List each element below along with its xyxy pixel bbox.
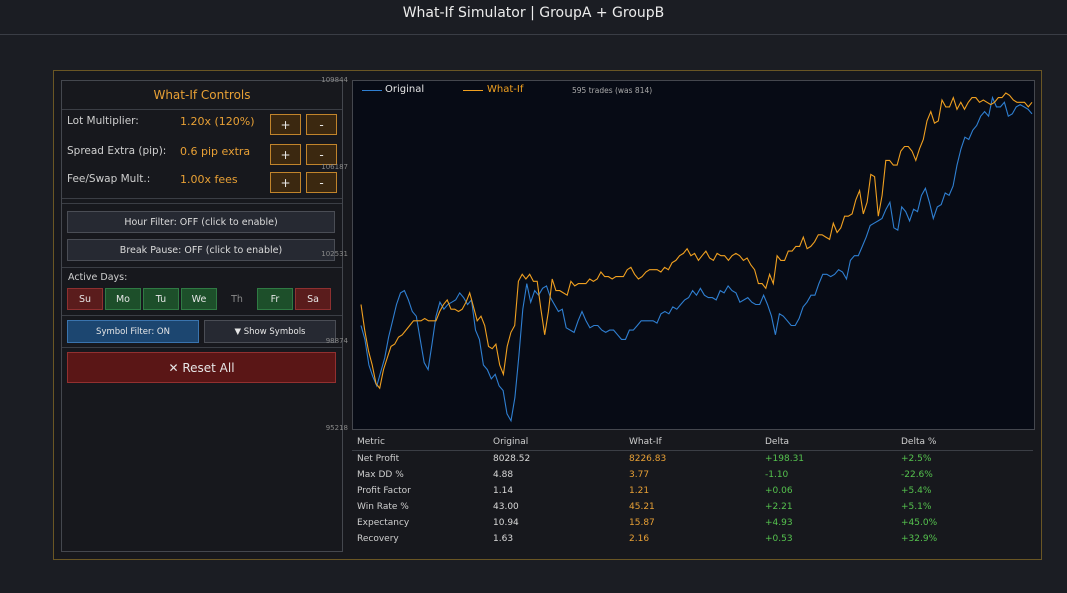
equity-chart-svg	[360, 92, 1033, 423]
controls-panel: What-If Controls Lot Multiplier: 1.20x (…	[61, 80, 343, 552]
metric-name: Win Rate %	[357, 502, 409, 512]
spread-extra-value: 0.6 pip extra	[180, 145, 251, 158]
header-delta: Delta	[765, 437, 790, 447]
lot-multiplier-value: 1.20x (120%)	[180, 115, 255, 128]
series-line-original	[360, 95, 1033, 423]
spread-minus-button[interactable]: -	[306, 144, 337, 165]
lot-multiplier-label: Lot Multiplier:	[67, 115, 139, 127]
original-value: 10.94	[493, 518, 519, 528]
metric-name: Expectancy	[357, 518, 410, 528]
original-value: 4.88	[493, 470, 514, 480]
header-whatif: What-If	[629, 437, 662, 447]
table-row: Net Profit 8028.52 8226.83 +198.31 +2.5%	[352, 451, 1033, 467]
header-divider	[352, 450, 1033, 451]
y-tick-label: 106187	[321, 163, 348, 171]
y-tick-label: 98874	[325, 337, 348, 345]
delta-value: +0.53	[765, 534, 793, 544]
active-days-label: Active Days:	[68, 272, 128, 283]
delta-value: -1.10	[765, 470, 789, 480]
original-value: 8028.52	[493, 454, 531, 464]
trades-annotation: 595 trades (was 814)	[572, 86, 653, 95]
table-row: Recovery 1.63 2.16 +0.53 +32.9%	[352, 531, 1033, 547]
whatif-value: 1.21	[629, 486, 650, 496]
divider	[62, 198, 342, 199]
whatif-value: 3.77	[629, 470, 650, 480]
day-toggle-tu[interactable]: Tu	[143, 288, 179, 310]
legend-swatch-original	[362, 90, 382, 91]
whatif-value: 45.21	[629, 502, 655, 512]
header-delta-pct: Delta %	[901, 437, 937, 447]
table-row: Profit Factor 1.14 1.21 +0.06 +5.4%	[352, 483, 1033, 499]
delta-value: +4.93	[765, 518, 793, 528]
day-toggle-su[interactable]: Su	[67, 288, 103, 310]
table-header: Metric Original What-If Delta Delta %	[352, 434, 1033, 450]
spread-extra-label: Spread Extra (pip):	[67, 145, 167, 157]
whatif-value: 15.87	[629, 518, 655, 528]
legend-swatch-whatif	[463, 90, 483, 91]
delta-value: +0.06	[765, 486, 793, 496]
original-value: 1.63	[493, 534, 514, 544]
day-toggle-th[interactable]: Th	[231, 294, 243, 305]
original-value: 1.14	[493, 486, 514, 496]
series-line-whatif	[360, 92, 1033, 390]
hour-filter-button[interactable]: Hour Filter: OFF (click to enable)	[67, 211, 335, 233]
y-tick-label: 95218	[325, 424, 348, 432]
day-toggle-we[interactable]: We	[181, 288, 217, 310]
y-tick-label: 109844	[321, 76, 348, 84]
divider	[62, 347, 342, 348]
metric-name: Net Profit	[357, 454, 400, 464]
metric-name: Max DD %	[357, 470, 404, 480]
fee-swap-label: Fee/Swap Mult.:	[67, 173, 151, 185]
delta-pct-value: +5.4%	[901, 486, 932, 496]
legend-whatif: What-If	[487, 84, 524, 95]
delta-pct-value: -22.6%	[901, 470, 933, 480]
divider	[62, 267, 342, 268]
equity-chart	[352, 80, 1035, 430]
day-toggle-fr[interactable]: Fr	[257, 288, 293, 310]
lot-plus-button[interactable]: +	[270, 114, 301, 135]
day-toggle-sa[interactable]: Sa	[295, 288, 331, 310]
metric-name: Profit Factor	[357, 486, 411, 496]
window-title: What-If Simulator | GroupA + GroupB	[402, 5, 665, 21]
break-pause-button[interactable]: Break Pause: OFF (click to enable)	[67, 239, 335, 261]
header-metric: Metric	[357, 437, 385, 447]
delta-value: +2.21	[765, 502, 793, 512]
symbol-filter-button[interactable]: Symbol Filter: ON	[67, 320, 199, 343]
lot-minus-button[interactable]: -	[306, 114, 337, 135]
metric-name: Recovery	[357, 534, 399, 544]
table-row: Expectancy 10.94 15.87 +4.93 +45.0%	[352, 515, 1033, 531]
controls-title: What-If Controls	[62, 81, 342, 110]
table-row: Max DD % 4.88 3.77 -1.10 -22.6%	[352, 467, 1033, 483]
reset-all-button[interactable]: ✕ Reset All	[67, 352, 336, 383]
delta-pct-value: +5.1%	[901, 502, 932, 512]
header-original: Original	[493, 437, 529, 447]
table-row: Win Rate % 43.00 45.21 +2.21 +5.1%	[352, 499, 1033, 515]
legend-original: Original	[385, 84, 425, 95]
fee-plus-button[interactable]: +	[270, 172, 301, 193]
fee-swap-value: 1.00x fees	[180, 173, 238, 186]
y-tick-label: 102531	[321, 250, 348, 258]
delta-pct-value: +2.5%	[901, 454, 932, 464]
day-toggle-mo[interactable]: Mo	[105, 288, 141, 310]
title-bar: What-If Simulator | GroupA + GroupB	[0, 0, 1067, 35]
fee-minus-button[interactable]: -	[306, 172, 337, 193]
divider	[62, 315, 342, 316]
delta-value: +198.31	[765, 454, 805, 464]
whatif-value: 2.16	[629, 534, 650, 544]
spread-plus-button[interactable]: +	[270, 144, 301, 165]
divider	[62, 203, 342, 204]
delta-pct-value: +45.0%	[901, 518, 938, 528]
show-symbols-button[interactable]: ▼ Show Symbols	[204, 320, 336, 343]
original-value: 43.00	[493, 502, 519, 512]
delta-pct-value: +32.9%	[901, 534, 938, 544]
whatif-value: 8226.83	[629, 454, 667, 464]
